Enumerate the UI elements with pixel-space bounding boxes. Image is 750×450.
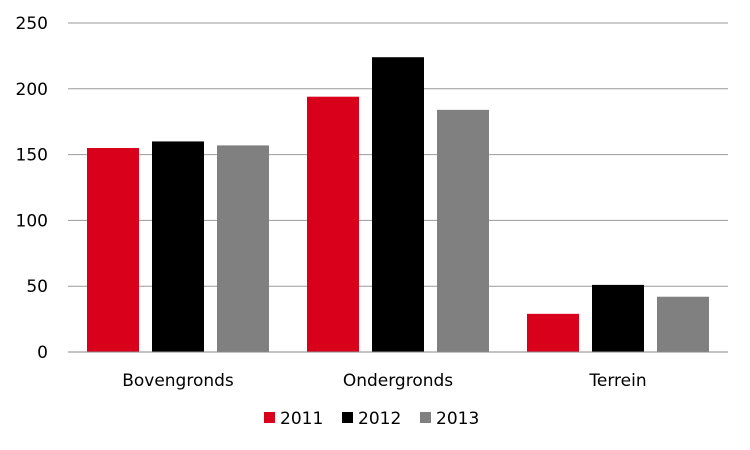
bar-terrein-2012 [592, 284, 644, 352]
y-tick-label: 100 [16, 211, 48, 231]
y-tick-label: 0 [37, 343, 48, 363]
legend-swatch-2011 [264, 412, 275, 423]
bars [87, 57, 709, 352]
bar-bovengronds-2013 [217, 145, 269, 352]
x-category-label: Ondergronds [343, 371, 453, 391]
bar-bovengronds-2011 [87, 148, 139, 352]
legend-label-2011: 2011 [280, 409, 323, 429]
legend: 2011 2012 2013 [264, 409, 479, 429]
y-axis-ticks: 0 50 100 150 200 250 [16, 14, 48, 363]
x-category-label: Bovengronds [122, 371, 234, 391]
legend-label-2012: 2012 [358, 409, 401, 429]
x-category-label: Terrein [588, 371, 646, 391]
y-tick-label: 50 [26, 277, 48, 297]
bar-ondergronds-2011 [307, 96, 359, 352]
y-tick-label: 250 [16, 14, 48, 34]
y-tick-label: 200 [16, 80, 48, 100]
category-labels: Bovengronds Ondergronds Terrein [122, 371, 646, 391]
bar-terrein-2013 [657, 296, 709, 352]
legend-swatch-2012 [342, 412, 353, 423]
bar-bovengronds-2012 [152, 141, 204, 352]
legend-swatch-2013 [420, 412, 431, 423]
y-tick-label: 150 [16, 146, 48, 166]
bar-ondergronds-2013 [437, 109, 489, 352]
bar-ondergronds-2012 [372, 57, 424, 352]
legend-label-2013: 2013 [436, 409, 479, 429]
bar-terrein-2011 [527, 313, 579, 352]
